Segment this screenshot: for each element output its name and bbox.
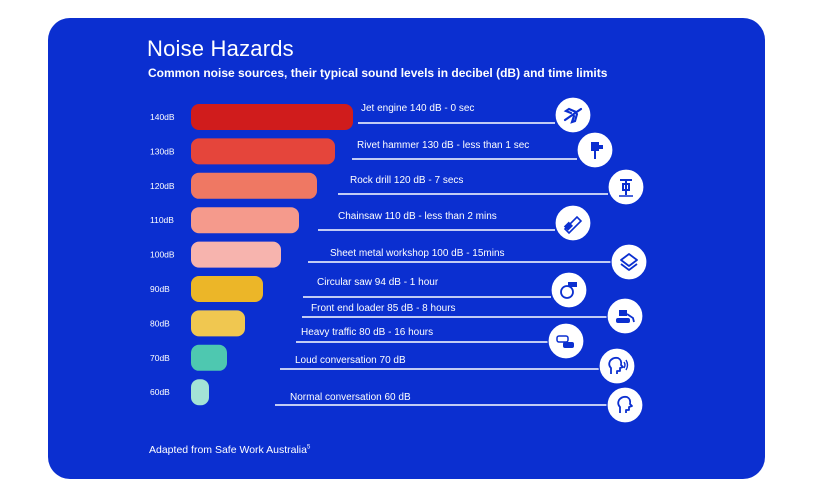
circular-saw-icon — [550, 271, 588, 309]
db-level-label: 110dB — [150, 215, 174, 225]
db-level-label: 140dB — [150, 112, 175, 122]
sheet-metal-icon — [610, 243, 648, 281]
source-footnote: Adapted from Safe Work Australia5 — [149, 444, 310, 456]
bar-90db — [191, 276, 263, 302]
db-level-label: 100dB — [150, 250, 175, 260]
front-end-loader-icon — [606, 297, 644, 335]
bar-140db — [191, 104, 353, 130]
infographic-card — [48, 18, 765, 479]
bar-80db — [191, 310, 245, 337]
source-text: Adapted from Safe Work Australia — [149, 444, 307, 456]
airplane-icon — [554, 96, 592, 134]
noise-source-label: Normal conversation 60 dB — [290, 392, 411, 403]
chart-subtitle: Common noise sources, their typical soun… — [148, 66, 608, 80]
talk-icon — [606, 386, 644, 424]
db-level-label: 120dB — [150, 181, 175, 191]
db-level-label: 90dB — [150, 284, 170, 294]
source-footnote-number: 5 — [306, 444, 311, 451]
noise-source-label: Jet engine 140 dB - 0 sec — [361, 103, 474, 114]
rock-drill-icon — [607, 168, 645, 206]
bar-130db — [191, 138, 335, 165]
bar-60db — [191, 379, 209, 406]
bar-120db — [191, 172, 317, 199]
db-level-label: 130dB — [150, 146, 175, 156]
noise-source-label: Loud conversation 70 dB — [295, 355, 406, 366]
db-level-label: 70dB — [150, 353, 170, 363]
noise-source-label: Rock drill 120 dB - 7 secs — [350, 175, 463, 186]
noise-source-label: Circular saw 94 dB - 1 hour — [317, 277, 439, 288]
chart-title: Noise Hazards — [147, 36, 294, 61]
db-level-label: 80dB — [150, 318, 170, 328]
loud-talk-icon — [598, 347, 636, 385]
db-level-label: 60dB — [150, 387, 170, 397]
noise-source-label: Chainsaw 110 dB - less than 2 mins — [338, 211, 497, 222]
noise-source-label: Rivet hammer 130 dB - less than 1 sec — [357, 140, 529, 151]
bar-70db — [191, 344, 227, 371]
bar-100db — [191, 241, 281, 268]
rivet-hammer-icon — [576, 131, 614, 169]
chainsaw-icon — [554, 204, 592, 242]
noise-source-label: Front end loader 85 dB - 8 hours — [311, 303, 456, 314]
bar-110db — [191, 207, 299, 234]
noise-source-label: Sheet metal workshop 100 dB - 15mins — [330, 248, 505, 259]
traffic-icon — [547, 322, 585, 360]
noise-source-label: Heavy traffic 80 dB - 16 hours — [301, 327, 433, 338]
